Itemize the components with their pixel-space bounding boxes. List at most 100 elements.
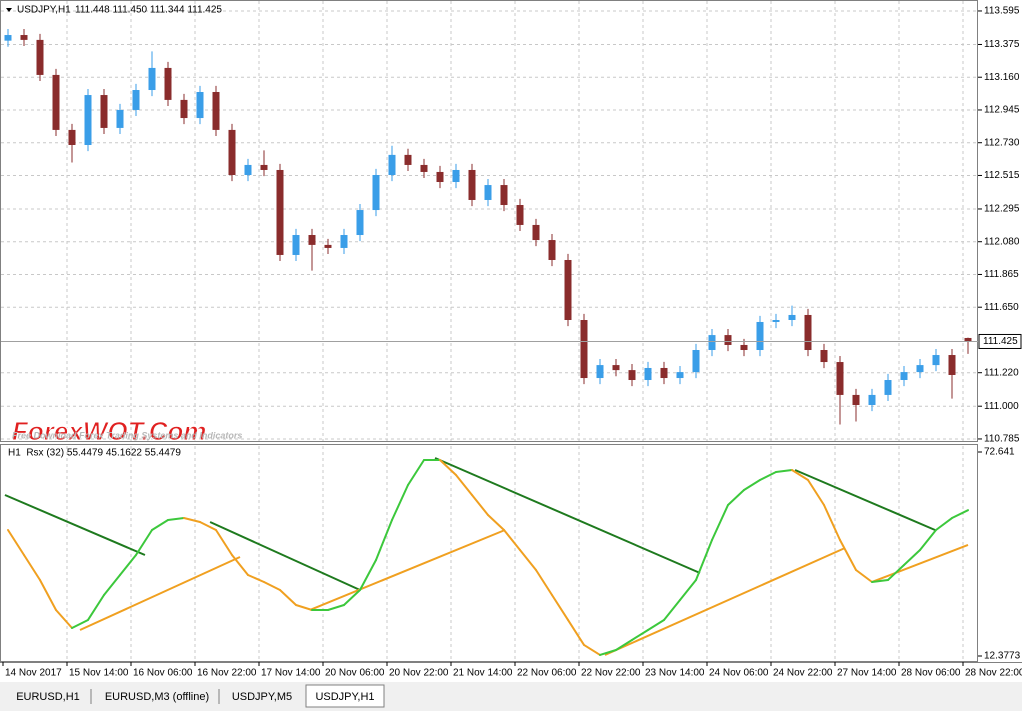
rsx-segment xyxy=(215,528,233,557)
candle-body xyxy=(100,95,108,128)
tab-label[interactable]: USDJPY,M5 xyxy=(232,691,292,703)
y-tick-label: 112.295 xyxy=(984,204,1020,215)
tab-label[interactable]: USDJPY,H1 xyxy=(315,691,374,703)
candle-body xyxy=(52,74,60,130)
tab-label[interactable]: EURUSD,H1 xyxy=(16,691,80,703)
rsx-segment xyxy=(647,618,665,631)
rsx-segment xyxy=(295,604,313,611)
rsx-segment xyxy=(871,578,889,583)
candle-body xyxy=(4,35,12,41)
candle-body xyxy=(388,154,396,176)
rsx-segment xyxy=(103,573,121,596)
rsx-segment xyxy=(823,504,841,541)
candle-body xyxy=(420,164,428,172)
rsx-segment xyxy=(183,517,201,524)
tab[interactable]: USDJPY,M5 xyxy=(222,687,302,706)
candle-body xyxy=(276,169,284,255)
rsx-segment xyxy=(407,458,425,487)
y-tick-label: 113.375 xyxy=(984,39,1020,50)
candle-body xyxy=(644,367,652,381)
candle-body xyxy=(452,169,460,183)
candle-body xyxy=(836,362,844,395)
y-tick-label: 112.080 xyxy=(984,236,1020,247)
x-tick-label: 20 Nov 06:00 xyxy=(325,668,385,679)
rsx-segment xyxy=(135,528,153,557)
candle-body xyxy=(132,90,140,110)
chart-title: USDJPY,H1 xyxy=(17,5,71,16)
y-tick-label: 12.3773 xyxy=(984,651,1021,662)
candle-body xyxy=(580,320,588,379)
x-tick-label: 28 Nov 22:00 xyxy=(965,668,1022,679)
tab-box[interactable] xyxy=(4,687,92,706)
candle-body xyxy=(692,350,700,373)
rsx-segment xyxy=(775,469,793,474)
y-tick-label: 111.650 xyxy=(984,302,1019,313)
x-tick-label: 27 Nov 14:00 xyxy=(837,668,897,679)
rsx-segment xyxy=(551,593,569,621)
rsx-segment xyxy=(375,519,393,561)
x-tick-label: 22 Nov 22:00 xyxy=(581,668,641,679)
candle-body xyxy=(612,365,620,371)
rsx-segment xyxy=(791,469,809,481)
tab-label[interactable]: EURUSD,M3 (offline) xyxy=(105,691,209,703)
rsx-segment xyxy=(39,578,57,611)
tab[interactable]: USDJPY,H1 xyxy=(305,684,385,708)
rsx-segment xyxy=(679,578,697,602)
trend-line xyxy=(4,494,146,556)
candle-body xyxy=(244,164,252,176)
rsx-segment xyxy=(199,521,217,531)
rsx-segment xyxy=(503,528,521,552)
rsx-segment xyxy=(359,558,377,591)
candle-body xyxy=(724,335,732,345)
rsx-segment xyxy=(55,608,73,629)
symbol-menu-icon[interactable] xyxy=(6,8,12,12)
rsx-segment xyxy=(615,638,633,651)
rsx-segment xyxy=(487,514,505,531)
candle-body xyxy=(468,169,476,200)
tab-box[interactable] xyxy=(222,687,302,706)
x-tick-label: 16 Nov 22:00 xyxy=(197,668,257,679)
rsx-segment xyxy=(455,473,473,496)
x-tick-label: 20 Nov 22:00 xyxy=(389,668,449,679)
rsx-segment xyxy=(23,554,41,581)
tab[interactable]: EURUSD,M3 (offline) xyxy=(94,687,220,706)
rsx-segment xyxy=(439,458,457,476)
tab-box[interactable] xyxy=(94,687,220,706)
trend-line xyxy=(309,529,506,611)
candle-body xyxy=(308,235,316,245)
x-tick-label: 17 Nov 14:00 xyxy=(261,668,321,679)
candle-body xyxy=(660,367,668,379)
watermark-subtitle: Free Download Forex Trading Systems and … xyxy=(12,430,242,440)
y-tick-label: 113.160 xyxy=(984,72,1020,83)
candle-body xyxy=(884,380,892,395)
candle-body xyxy=(852,394,860,405)
x-tick-label: 22 Nov 06:00 xyxy=(517,668,577,679)
candle-body xyxy=(356,210,364,236)
last-price-box xyxy=(978,333,1022,349)
rsx-segment xyxy=(231,554,249,576)
candle-body xyxy=(196,91,204,119)
rsx-segment xyxy=(759,471,777,481)
plot-layer: 14 Nov 2017 15 Nov 14:00 16 Nov 06:00 16 No… xyxy=(1,1,1022,679)
rsx-segment xyxy=(903,549,921,566)
trend-line xyxy=(209,521,361,591)
rsx-segment xyxy=(727,489,745,507)
candle-body xyxy=(596,365,604,379)
trend-line xyxy=(604,547,846,656)
y-tick-label: 112.945 xyxy=(984,105,1020,116)
candle-body xyxy=(628,370,636,381)
candle-body xyxy=(820,350,828,363)
rsx-segment xyxy=(343,588,361,607)
tab-box[interactable] xyxy=(305,684,385,708)
trend-line xyxy=(79,556,241,631)
candle-body xyxy=(932,355,940,366)
x-tick-label: 28 Nov 06:00 xyxy=(901,668,961,679)
rsx-segment xyxy=(471,493,489,517)
rsx-segment xyxy=(327,604,345,611)
y-tick-label: 113.595 xyxy=(984,6,1020,17)
main-panel-frame xyxy=(0,0,978,442)
rsx-segment xyxy=(7,528,25,557)
tab[interactable]: EURUSD,H1 xyxy=(4,687,92,706)
candle-body xyxy=(708,335,716,351)
